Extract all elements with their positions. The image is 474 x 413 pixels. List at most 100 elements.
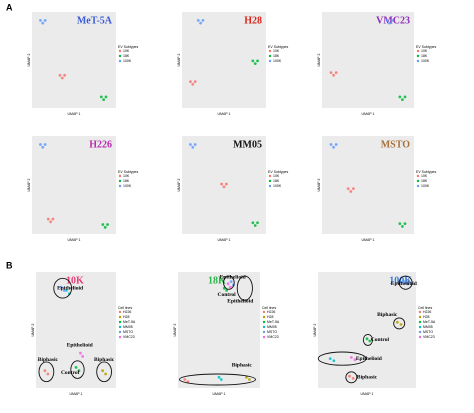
cluster-outline [179, 373, 256, 386]
y-axis-label: UMAP 2 [317, 53, 321, 66]
point [401, 98, 404, 101]
point [43, 19, 47, 22]
legend-label: MeT-5A [267, 320, 280, 324]
x-axis-label: UMAP 1 [70, 392, 83, 396]
point [244, 375, 248, 379]
x-axis-label: UMAP 1 [218, 238, 231, 242]
point [104, 372, 107, 376]
legend-swatch [118, 315, 122, 319]
cluster-outline [96, 361, 112, 383]
point [406, 282, 409, 286]
point [332, 145, 335, 149]
legend-title: EV Subtypes [416, 45, 436, 49]
cluster-outline [317, 351, 367, 366]
legend-label: MeT-5A [123, 320, 136, 324]
legend-swatch [416, 179, 420, 183]
annotation: Biphasic [94, 357, 115, 363]
point [59, 285, 63, 289]
point [201, 19, 205, 22]
point [329, 71, 333, 74]
point [403, 280, 407, 283]
legend-label: 18K [421, 179, 428, 183]
point [77, 369, 81, 373]
point [225, 289, 229, 292]
plot-panel [318, 272, 416, 388]
chart-title: MeT-5A [77, 15, 113, 26]
x-axis-label: UMAP 1 [218, 112, 231, 116]
point [191, 145, 195, 149]
point [199, 21, 203, 25]
point [365, 337, 369, 341]
legend-title: EV Subtypes [118, 45, 138, 49]
legend-swatch [262, 330, 266, 334]
point [224, 182, 228, 186]
legend-swatch [262, 320, 266, 324]
legend-label: MM05 [123, 325, 133, 329]
cluster-outline [53, 277, 73, 299]
annotation: Biphasic [377, 312, 398, 318]
legend-label: 10K [123, 49, 130, 53]
annotation: Control [217, 292, 236, 298]
legend-label: 10K [421, 174, 428, 178]
legend-label: 10K [273, 49, 280, 53]
point [329, 143, 333, 146]
y-axis-label: UMAP 2 [27, 53, 31, 66]
annotation: Epithelioid [57, 285, 83, 291]
legend-swatch [118, 184, 122, 188]
point [41, 21, 45, 25]
legend-swatch [262, 315, 266, 319]
point [43, 369, 47, 373]
plot-panel [32, 12, 116, 108]
plot-panel [178, 272, 260, 388]
point [256, 59, 259, 63]
panel-label: B [6, 260, 13, 270]
point [351, 187, 355, 191]
y-axis-label: UMAP 2 [31, 323, 35, 336]
legend-title: EV Subtypes [416, 170, 436, 174]
legend-label: MSTO [423, 330, 433, 334]
y-axis-label: UMAP 2 [313, 323, 317, 336]
point [349, 190, 353, 193]
point [103, 225, 107, 229]
cluster-outline [236, 275, 253, 301]
legend-label: 100K [421, 184, 430, 188]
legend-label: VMC23 [423, 335, 435, 339]
legend-swatch [262, 335, 266, 339]
point [403, 95, 407, 99]
legend-swatch [118, 325, 122, 329]
cluster-outline [223, 275, 235, 290]
legend-swatch [416, 49, 420, 53]
chart-title: H28 [244, 15, 262, 26]
legend-swatch [268, 54, 272, 58]
legend-swatch [418, 325, 422, 329]
point [390, 19, 394, 22]
cluster-outline [38, 361, 55, 383]
point [43, 143, 47, 146]
x-axis-label: UMAP 1 [68, 112, 81, 116]
point [219, 378, 223, 381]
legend-label: H28 [267, 315, 273, 319]
annotation: Control [371, 337, 390, 343]
point [349, 356, 353, 359]
legend-swatch [118, 335, 122, 339]
annotation: Epithelioid [227, 299, 253, 305]
legend-label: 18K [273, 179, 280, 183]
point [328, 357, 332, 360]
annotation: Control [61, 370, 80, 376]
cluster-outline [345, 371, 358, 384]
legend-label: 100K [273, 59, 282, 63]
legend-label: 100K [273, 184, 282, 188]
chart-title: MM05 [233, 139, 262, 150]
legend-swatch [118, 54, 122, 58]
y-axis-label: UMAP 2 [177, 178, 181, 191]
plot-panel [32, 136, 116, 234]
legend-label: MeT-5A [423, 320, 436, 324]
legend-label: VMC23 [267, 335, 279, 339]
plot-panel [182, 136, 266, 234]
legend-swatch [118, 59, 122, 63]
legend-title: EV Subtypes [118, 170, 138, 174]
legend-label: 100K [421, 59, 430, 63]
legend-label: H226 [123, 310, 131, 314]
point [46, 217, 50, 221]
legend-swatch [416, 174, 420, 178]
